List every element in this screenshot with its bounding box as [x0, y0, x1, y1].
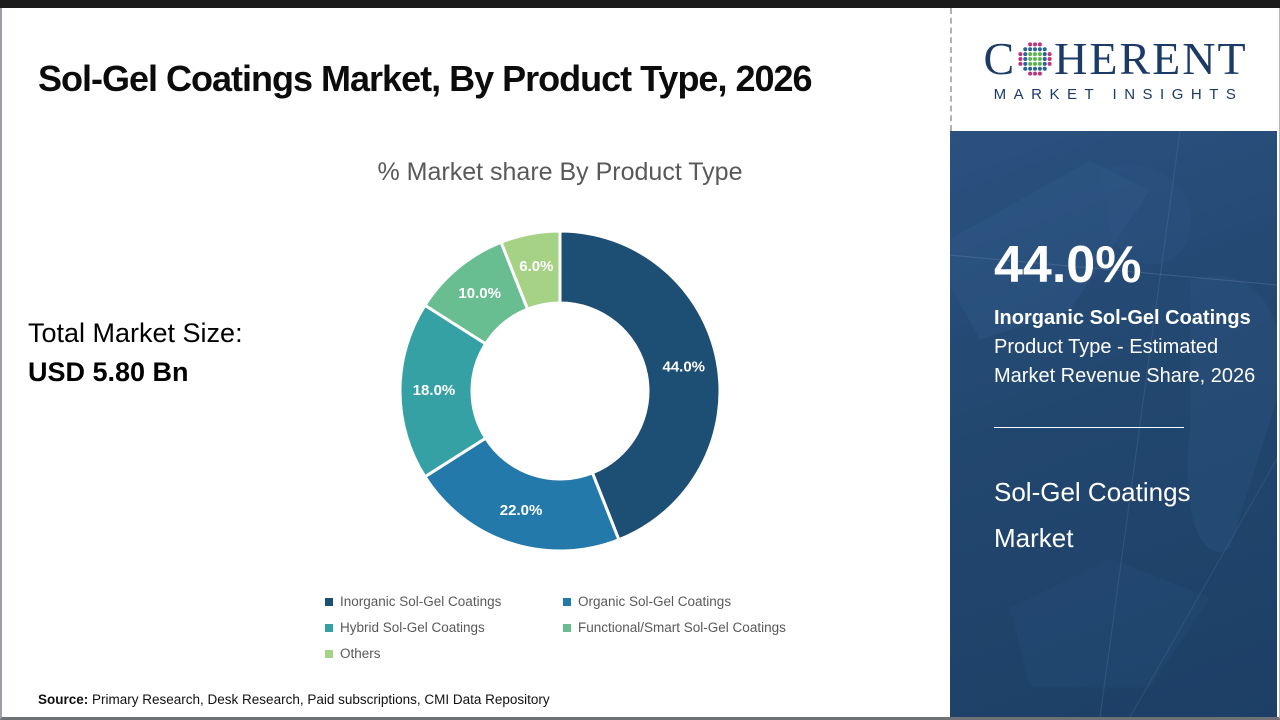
donut-segment-3: [398, 303, 488, 479]
globe-dots-icon: [1018, 42, 1052, 76]
highlight-stat-title: Inorganic Sol-Gel Coatings: [994, 307, 1251, 329]
donut-chart-svg: 44.0% 22.0% 18.0% 10.0% 6.0%: [398, 229, 722, 553]
logo-subtitle: MARKET INSIGHTS: [993, 86, 1244, 103]
legend-item: Hybrid Sol-Gel Coatings: [325, 620, 563, 635]
legend-item: Others: [325, 646, 563, 661]
donut-segment-5: [499, 229, 562, 311]
donut-segment-1: [558, 229, 722, 542]
top-border-bar: [0, 0, 1280, 8]
total-market-size-block: Total Market Size: USD 5.80 Bn: [28, 318, 243, 388]
legend-swatch: [563, 597, 571, 606]
company-logo-area: C HERENT MARKET INSIGHTS: [950, 8, 1279, 131]
total-market-size-value: USD 5.80 Bn: [28, 357, 189, 387]
legend-label: Inorganic Sol-Gel Coatings: [340, 594, 502, 609]
total-market-size-label: Total Market Size:: [28, 318, 243, 348]
donut-segment-label: 18.0%: [413, 382, 456, 399]
donut-segment-label: 44.0%: [662, 358, 705, 375]
world-map-texture: [950, 131, 1277, 717]
legend-swatch: [325, 649, 333, 658]
chart-title: % Market share By Product Type: [377, 158, 743, 186]
panel-divider: [994, 427, 1184, 428]
donut-segment-label: 22.0%: [500, 502, 543, 519]
legend-label: Hybrid Sol-Gel Coatings: [340, 620, 485, 635]
highlight-stat-description: Product Type - Estimated Market Revenue …: [994, 336, 1256, 387]
page-title: Sol-Gel Coatings Market, By Product Type…: [38, 58, 813, 100]
source-note: Source: Primary Research, Desk Research,…: [38, 692, 550, 707]
highlight-stat-value: 44.0%: [994, 236, 1142, 294]
legend-swatch: [325, 597, 333, 606]
legend-item: Functional/Smart Sol-Gel Coatings: [563, 620, 845, 635]
logo-word-start: C: [983, 33, 1017, 84]
chart-legend: Inorganic Sol-Gel Coatings Organic Sol-Ge…: [325, 594, 845, 661]
legend-item: Inorganic Sol-Gel Coatings: [325, 594, 563, 609]
legend-swatch: [563, 623, 571, 632]
logo-word-end: HERENT: [1054, 33, 1248, 84]
company-logo: C HERENT: [983, 36, 1247, 82]
source-text: Primary Research, Desk Research, Paid su…: [88, 692, 550, 707]
source-label: Source:: [38, 692, 89, 707]
legend-label: Functional/Smart Sol-Gel Coatings: [578, 620, 786, 635]
legend-item: Organic Sol-Gel Coatings: [563, 594, 845, 609]
legend-label: Others: [340, 646, 381, 661]
highlight-side-panel: 44.0% Inorganic Sol-Gel Coatings Product…: [950, 131, 1277, 717]
side-panel-content: 44.0% Inorganic Sol-Gel Coatings Product…: [950, 131, 1277, 561]
legend-label: Organic Sol-Gel Coatings: [578, 594, 732, 609]
donut-segment-label: 10.0%: [458, 285, 501, 302]
donut-segment-2: [423, 436, 621, 553]
legend-swatch: [325, 623, 333, 632]
donut-segment-label: 6.0%: [519, 258, 553, 275]
report-market-name: Sol-Gel Coatings Market: [994, 477, 1191, 553]
donut-chart: 44.0% 22.0% 18.0% 10.0% 6.0%: [390, 221, 730, 561]
